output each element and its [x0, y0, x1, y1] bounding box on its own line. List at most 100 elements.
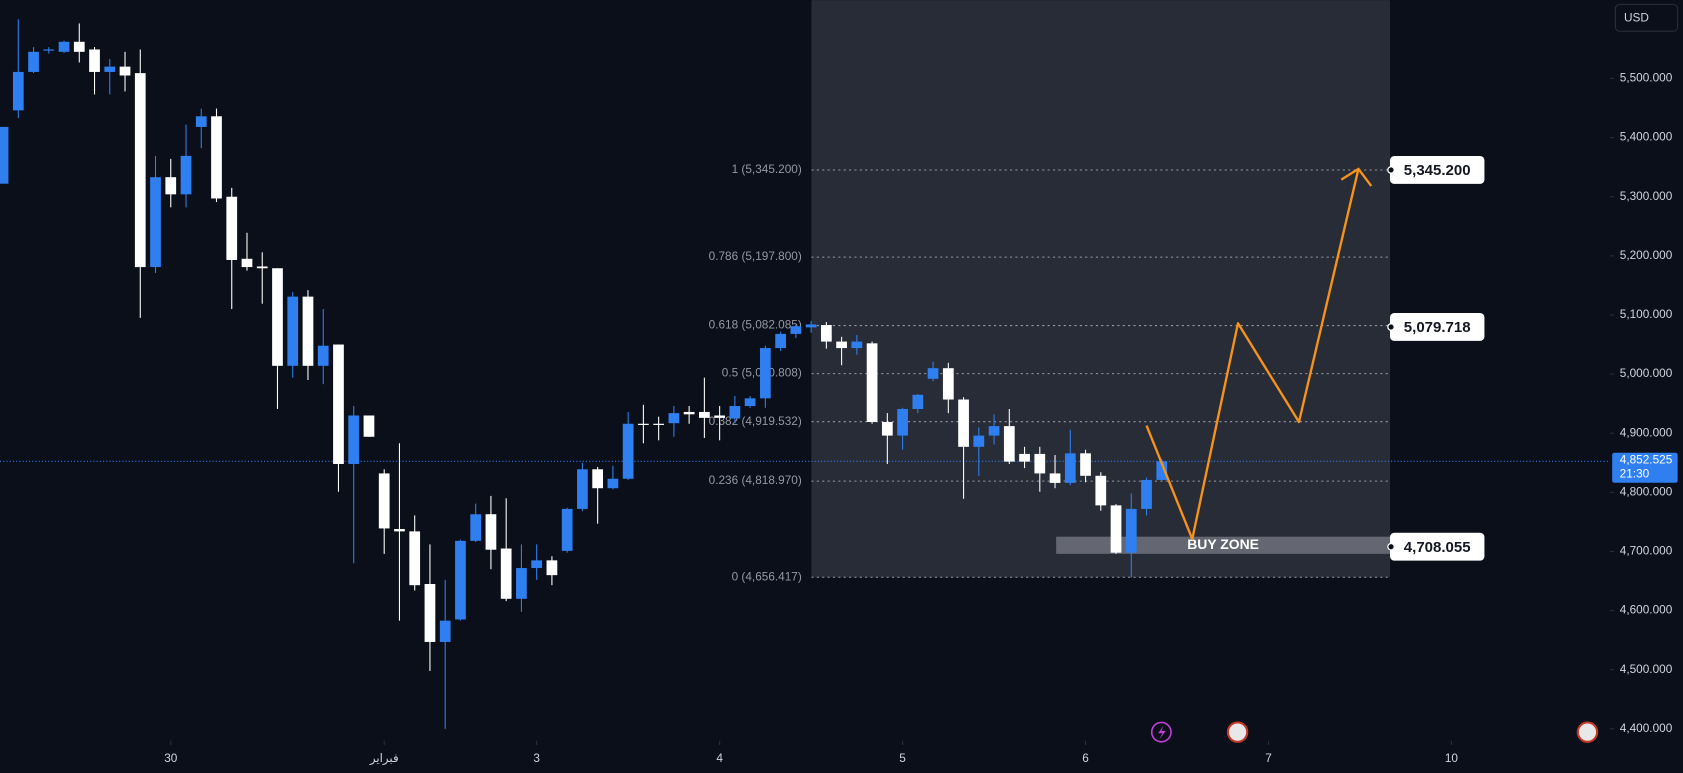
- candle-body: [1064, 453, 1076, 483]
- candle-body: [1095, 475, 1107, 506]
- target-label: 4,708.055: [1404, 539, 1471, 556]
- candle-body: [1034, 453, 1046, 474]
- buy-zone: [1056, 536, 1390, 554]
- candle-body: [134, 73, 146, 268]
- projection-path: [1145, 168, 1360, 541]
- candle-body: [942, 368, 954, 400]
- candle-body: [500, 548, 512, 599]
- y-tick-label: 4,700.000: [1620, 544, 1673, 558]
- projection-arrowhead: [1340, 167, 1373, 187]
- candle-body: [58, 41, 70, 52]
- candle-body: [836, 341, 847, 349]
- target-box: [1389, 156, 1485, 184]
- candle-body: [653, 423, 665, 425]
- candle-body: [1019, 453, 1030, 462]
- event-icons: [1150, 721, 1599, 743]
- current-price-time: 21:30: [1620, 466, 1650, 480]
- y-tick-label: 5,500.000: [1620, 71, 1673, 85]
- candle-body: [104, 66, 116, 72]
- target-label: 5,079.718: [1404, 319, 1471, 336]
- y-tick-label: 5,400.000: [1620, 130, 1673, 144]
- x-tick-label: 6: [1082, 751, 1089, 765]
- y-tick-label: 4,400.000: [1620, 721, 1673, 735]
- candle-body: [256, 266, 268, 269]
- target-box: [1389, 532, 1485, 561]
- candle-body: [180, 155, 192, 195]
- candle-body: [150, 177, 161, 268]
- candle-body: [897, 408, 908, 436]
- y-tick-label: 5,000.000: [1620, 366, 1673, 380]
- y-tick-label: 5,100.000: [1620, 307, 1673, 321]
- candle-body: [12, 71, 24, 111]
- target-box: [1389, 313, 1485, 341]
- x-tick-label: 5: [899, 751, 906, 765]
- candle-body: [0, 126, 9, 184]
- candle-body: [485, 514, 497, 550]
- candle-body: [394, 529, 405, 532]
- candle-body: [409, 531, 421, 586]
- candle-body: [287, 296, 299, 366]
- candle-body: [668, 413, 680, 424]
- candle-body: [958, 399, 969, 447]
- currency-button[interactable]: [1614, 3, 1679, 32]
- candle-body: [759, 348, 771, 399]
- candle-body: [592, 469, 604, 489]
- candle-body: [561, 508, 573, 551]
- current-price-box: [1612, 452, 1678, 483]
- event-flag[interactable]: [1576, 721, 1599, 743]
- candle-body: [363, 415, 375, 437]
- candle-body: [470, 514, 482, 541]
- fib-label: 0 (4,656.417): [732, 569, 802, 583]
- candle-body: [1125, 508, 1137, 553]
- candle-body: [714, 415, 725, 418]
- candle-body: [851, 341, 863, 349]
- y-tick-label: 4,600.000: [1620, 603, 1673, 617]
- candle-body: [211, 116, 222, 199]
- y-tick-label: 4,800.000: [1620, 484, 1673, 498]
- candle-body: [1141, 479, 1152, 509]
- candle-body: [73, 41, 85, 52]
- candle-body: [1110, 505, 1122, 553]
- candle-body: [272, 268, 283, 366]
- candle-body: [348, 415, 360, 464]
- candle-body: [820, 325, 832, 342]
- event-flag[interactable]: [1226, 721, 1249, 743]
- target-handle: [1387, 323, 1395, 331]
- candle-body: [912, 394, 924, 409]
- candle-body: [546, 560, 558, 576]
- candle-body: [683, 411, 695, 415]
- x-tick-label: فبراير: [369, 751, 399, 766]
- candle-body: [1156, 461, 1168, 480]
- candle-body: [1003, 426, 1015, 462]
- event-icon[interactable]: [1150, 721, 1172, 743]
- y-tick-label: 5,300.000: [1620, 189, 1673, 203]
- x-tick-label: 3: [533, 751, 540, 765]
- candle-body: [241, 258, 253, 268]
- candle-body: [1049, 473, 1061, 483]
- candle-body: [439, 620, 451, 642]
- candle-body: [638, 423, 649, 425]
- candle-body: [881, 421, 893, 436]
- candle-body: [973, 435, 985, 447]
- candle-body: [195, 116, 207, 127]
- fib-label: 1 (5,345.200): [732, 162, 802, 176]
- x-tick-label: 4: [716, 751, 723, 765]
- candle-body: [226, 196, 238, 260]
- candle-body: [516, 568, 527, 599]
- candle-body: [28, 51, 39, 72]
- candle-body: [531, 560, 543, 569]
- y-tick-label: 4,500.000: [1620, 662, 1673, 676]
- candle-body: [43, 49, 55, 51]
- candle-body: [744, 398, 756, 407]
- candle-body: [775, 333, 786, 349]
- candle-body: [455, 540, 466, 620]
- current-price-label: 4,852.525: [1620, 452, 1673, 466]
- fib-label: 0.236 (4,818.970): [709, 473, 802, 487]
- x-tick-label: 30: [164, 751, 178, 765]
- target-label: 5,345.200: [1404, 162, 1471, 179]
- candle-body: [577, 469, 588, 509]
- target-handle: [1387, 166, 1395, 174]
- x-tick-label: 7: [1265, 751, 1272, 765]
